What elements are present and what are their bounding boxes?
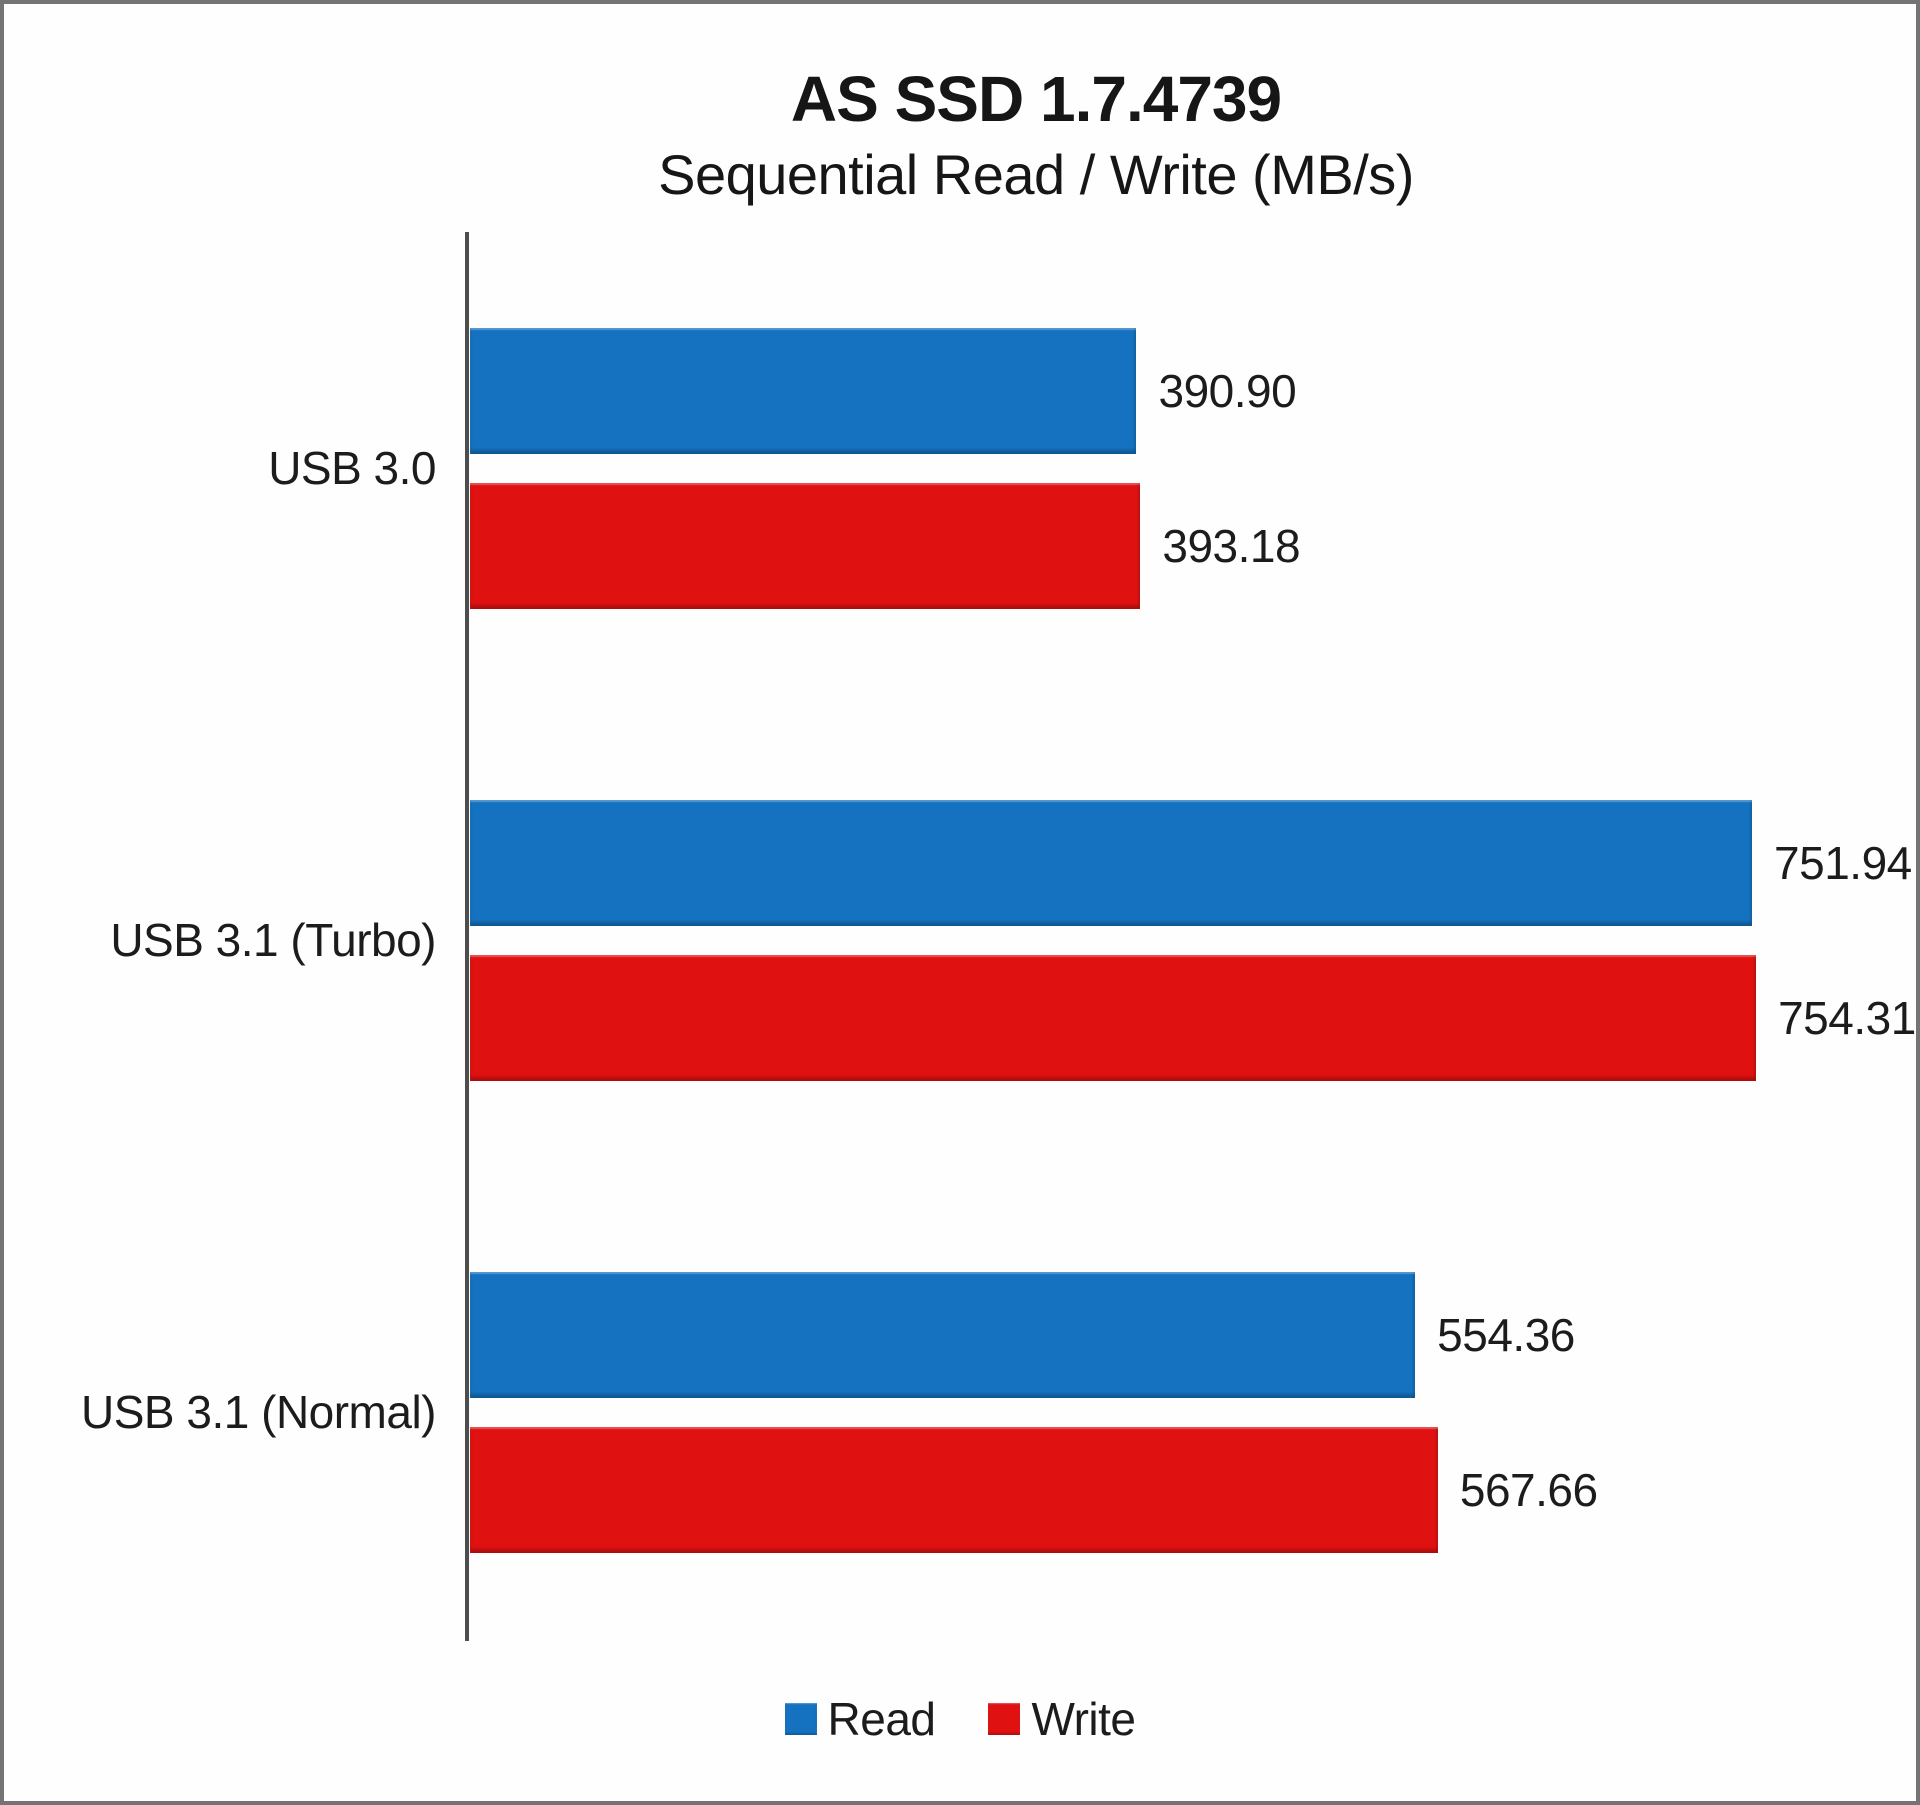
legend-label-read: Read xyxy=(827,1693,936,1745)
value-label-write-usb-3-0: 393.18 xyxy=(1162,520,1301,572)
bar-write-usb-3-0 xyxy=(470,483,1141,609)
bar-read-usb-3-1-normal xyxy=(470,1272,1416,1398)
value-label-write-usb-3-1-turbo: 754.31 xyxy=(1778,992,1916,1044)
category-label-usb-3-1-turbo: USB 3.1 (Turbo) xyxy=(110,914,436,966)
legend-item-read: Read xyxy=(784,1692,936,1746)
bar-read-usb-3-1-turbo xyxy=(470,800,1753,926)
value-label-read-usb-3-1-turbo: 751.94 xyxy=(1774,837,1912,889)
y-axis-line xyxy=(465,232,469,1641)
bar-row-usb-3-0-read: 390.90 xyxy=(470,328,1834,454)
bar-row-usb-3-1-normal-write: 567.66 xyxy=(470,1427,1834,1553)
write-series-swatch-icon xyxy=(988,1703,1021,1735)
bar-row-usb-3-1-turbo-write: 754.31 xyxy=(470,955,1916,1081)
category-label-usb-3-1-normal: USB 3.1 (Normal) xyxy=(81,1386,436,1438)
legend-label-write: Write xyxy=(1031,1693,1136,1745)
bar-write-usb-3-1-normal xyxy=(470,1427,1438,1553)
chart-title: AS SSD 1.7.4739 xyxy=(790,63,1282,135)
category-label-usb-3-0: USB 3.0 xyxy=(268,442,436,494)
bar-row-usb-3-1-turbo-read: 751.94 xyxy=(470,800,1912,926)
value-label-read-usb-3-1-normal: 554.36 xyxy=(1437,1309,1575,1361)
bar-row-usb-3-1-normal-read: 554.36 xyxy=(470,1272,1834,1398)
read-series-swatch-icon xyxy=(784,1703,817,1735)
legend: Read Write xyxy=(4,1692,1916,1746)
bar-read-usb-3-0 xyxy=(470,328,1137,454)
chart-subtitle: Sequential Read / Write (MB/s) xyxy=(658,143,1414,206)
bar-row-usb-3-0-write: 393.18 xyxy=(470,483,1834,609)
value-label-read-usb-3-0: 390.90 xyxy=(1158,365,1297,417)
plot-area: 390.90 393.18 751.94 754.31 554.36 567.6… xyxy=(470,232,1916,1641)
legend-item-write: Write xyxy=(988,1692,1136,1746)
value-label-write-usb-3-1-normal: 567.66 xyxy=(1459,1464,1598,1516)
bar-write-usb-3-1-turbo xyxy=(470,955,1757,1081)
